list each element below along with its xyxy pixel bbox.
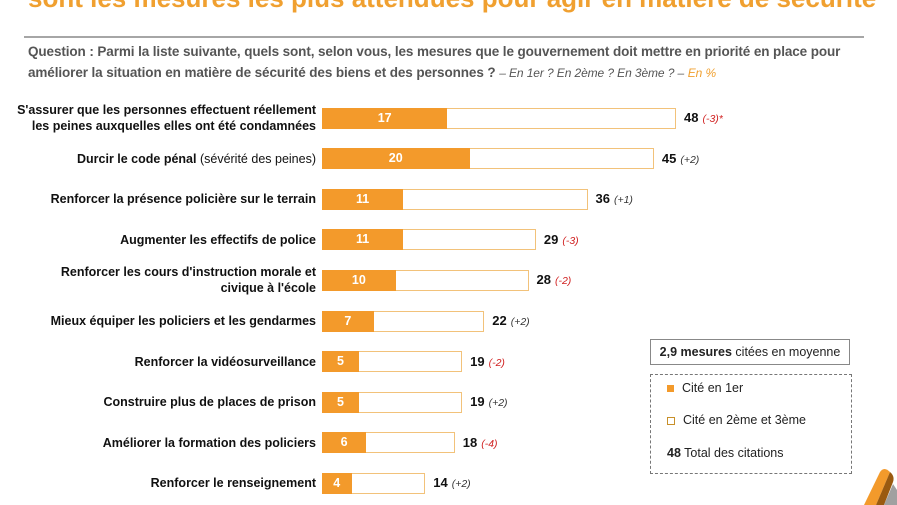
legend-label: Total des citations [680,446,784,460]
category-label: Renforcer les cours d'instruction morale… [16,264,316,296]
legend: Cité en 1er Cité en 2ème et 3ème 48 Tota… [650,374,852,474]
total-value: 28 [536,272,551,288]
question-suffix: – En 1er ? En 2ème ? En 3ème ? – [499,66,685,80]
category-label: Mieux équiper les policiers et les genda… [51,313,316,329]
question-unit: En % [687,66,717,80]
total-label: 22 (+2) [492,313,529,328]
filled-square-icon [667,385,674,393]
total-label: 45 (+2) [662,151,699,166]
category-label-bold: Renforcer les cours d'instruction morale… [60,265,316,296]
total-label: 14 (+2) [433,475,470,490]
change-label: (-3)* [702,113,723,125]
logo-icon [864,469,897,505]
total-label: 28 (-2) [537,272,572,287]
category-label: Renforcer le renseignement [151,475,316,491]
total-value: 18 [462,434,478,450]
legend-label: Cité en 2ème et 3ème [683,413,806,427]
bar-first: 6 [322,432,367,454]
page-title: sont les mesures les plus attendues pour… [28,0,876,14]
category-label-bold: Mieux équiper les policiers et les genda… [50,314,316,328]
total-value: 29 [543,231,559,247]
category-label: Augmenter les effectifs de police [120,232,316,248]
category-label: Améliorer la formation des policiers [103,435,316,451]
question-body: Question : Parmi la liste suivante, quel… [28,44,841,80]
category-label-bold: Renforcer le renseignement [150,476,316,491]
total-value: 19 [470,394,485,410]
total-label: 48 (-3)* [684,110,723,125]
category-label-bold: Améliorer la formation des policiers [102,435,316,450]
change-label: (-2) [554,275,572,288]
change-label: (+1) [613,194,633,207]
category-label: Renforcer la présence policière sur le t… [51,191,316,207]
legend-item-total: 48 Total des citations [667,446,784,460]
total-label: 19 (+2) [470,394,507,409]
total-value: 14 [433,475,448,491]
category-label-bold: Construire plus de places de prison [103,395,316,410]
bar-first: 4 [322,472,352,494]
bar-first: 5 [322,391,359,413]
total-value: 45 [661,150,677,166]
total-value: 36 [595,191,610,207]
bar-first: 7 [322,310,374,332]
change-label: (+2) [488,397,508,410]
total-label: 36 (+1) [596,191,633,206]
legend-label: Cité en 1er [682,381,744,395]
category-label-bold: Durcir le code pénal [77,151,197,166]
total-value: 19 [470,353,485,369]
total-label: 19 (-2) [470,354,505,369]
legend-total-value: 48 [667,446,681,460]
change-label: (-4) [481,437,498,450]
total-value: 22 [492,313,507,328]
total-label: 18 (-4) [463,435,498,450]
category-label-bold: Renforcer la présence policière sur le t… [50,192,316,207]
category-label-bold: Renforcer la vidéosurveillance [134,354,316,369]
average-text: citées en moyenne [731,345,841,359]
change-label: (-2) [488,356,505,369]
bar-first: 17 [322,107,448,129]
category-label: Construire plus de places de prison [103,394,316,410]
total-value: 48 [684,110,699,125]
change-label: (-3) [562,234,579,247]
change-label: (+2) [510,316,530,328]
average-box: 2,9 mesures citées en moyenne [650,339,850,365]
category-label-normal: (sévérité des peines) [196,151,316,166]
bar-first: 11 [322,188,404,210]
change-label: (+2) [451,478,471,491]
bar-first: 10 [322,269,396,291]
category-label-bold: S'assurer que les personnes effectuent r… [17,103,316,133]
category-label: Renforcer la vidéosurveillance [135,354,316,370]
empty-square-icon [667,416,675,425]
legend-item-first: Cité en 1er [667,381,743,395]
legend-item-second: Cité en 2ème et 3ème [667,413,806,427]
average-value: 2,9 mesures [659,345,732,359]
category-label-bold: Augmenter les effectifs de police [120,232,316,247]
category-label: Durcir le code pénal (sévérité des peine… [77,151,316,167]
question-text: Question : Parmi la liste suivante, quel… [28,41,848,84]
bar-first: 11 [322,229,404,251]
divider [24,36,864,38]
bar-first: 5 [322,351,359,373]
bar-first: 20 [322,148,470,170]
category-label: S'assurer que les personnes effectuent r… [16,102,316,134]
total-label: 29 (-3) [544,232,579,247]
change-label: (+2) [680,153,700,166]
